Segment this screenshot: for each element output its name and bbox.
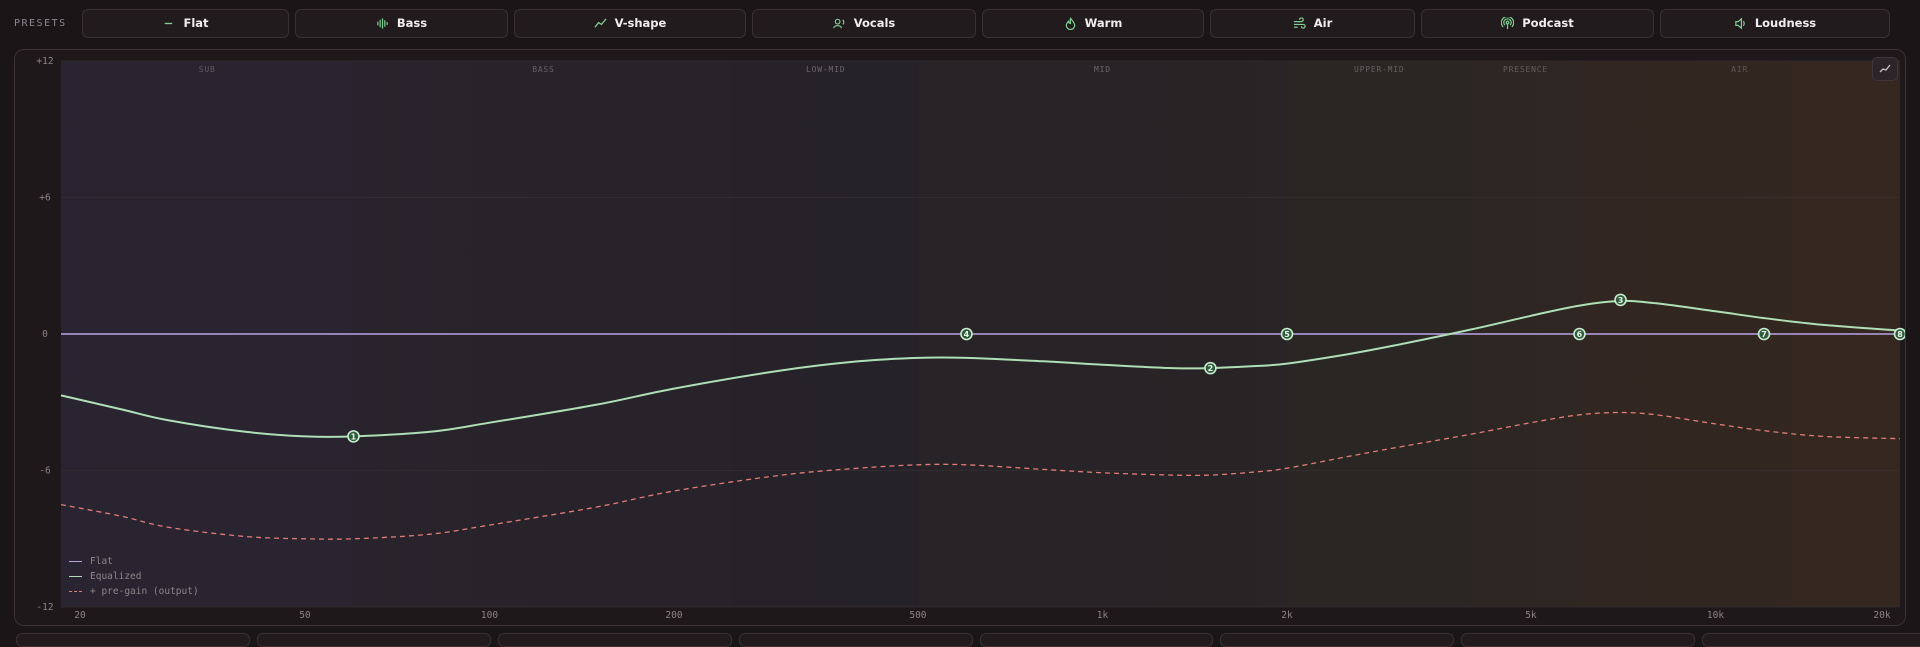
eq-node-label: 4 [964,330,970,339]
voice-icon [833,18,845,28]
flame-icon [1065,16,1075,30]
preset-list: Flat Bass V-shape Vocals Warm Air Podcast Loudn… [82,8,1920,38]
bottom-control[interactable] [1461,633,1696,647]
eq-node-label: 1 [351,432,357,441]
eq-node-2[interactable]: 2 [1204,361,1217,375]
eq-node-handle[interactable] [960,327,973,341]
eq-graph[interactable]: SUBBASSLOW-MIDMIDUPPER-MIDPRESENCEAIR+12… [15,50,1906,626]
eq-node-label: 7 [1761,330,1767,339]
trend-icon [594,17,607,28]
preset-bar: PRESETS Flat Bass V-shape Vocals Warm Air Podc… [0,0,1920,46]
podcast-icon [1501,16,1515,29]
x-tick-label: 200 [665,610,682,621]
eq-node-label: 5 [1284,330,1290,339]
preset-button-warm[interactable]: Warm [982,8,1204,38]
preset-button-flat[interactable]: Flat [82,8,289,38]
graph-toggle-button[interactable] [1872,57,1898,81]
eq-node-handle[interactable] [1893,327,1906,341]
preset-button-label: Loudness [1754,16,1817,30]
bottom-controls-strip [0,633,1920,647]
legend-swatch [69,561,82,562]
legend-item: + pre-gain (output) [69,584,199,599]
eq-node-6[interactable]: 6 [1573,327,1586,341]
output-curve [60,411,1901,540]
presets-label: PRESETS [14,17,67,29]
preset-button-label: Warm [1084,16,1123,30]
preset-button-vocals[interactable]: Vocals [752,8,976,38]
eq-node-7[interactable]: 7 [1757,327,1771,341]
preset-button-label: Podcast [1522,16,1574,30]
x-tick-label: 5k [1525,610,1537,621]
x-tick-label: 50 [299,610,311,621]
x-tick-label: 100 [481,610,498,621]
eq-node-handle[interactable] [1280,327,1294,341]
preset-button-bass[interactable]: Bass [295,8,508,38]
legend-swatch [69,591,82,592]
bottom-control[interactable] [16,633,250,647]
eq-node-5[interactable]: 5 [1280,327,1294,341]
eq-node-handle[interactable] [1573,327,1586,341]
preset-button-label: Air [1313,16,1333,30]
legend-swatch [69,576,82,577]
eq-node-3[interactable]: 3 [1614,293,1627,307]
trend-icon [1879,64,1891,73]
preset-button-label: Vocals [853,16,896,30]
speaker-icon [1735,17,1745,29]
eq-node-4[interactable]: 4 [960,327,973,341]
legend-item: Equalized [69,569,199,584]
eq-node-handle[interactable] [1204,361,1217,375]
preset-button-label: Bass [396,16,428,30]
x-tick-label: 2k [1281,610,1293,621]
preset-button-label: V-shape [614,16,667,30]
x-tick-label: 500 [909,610,926,621]
preset-button-v-shape[interactable]: V-shape [514,8,746,38]
eq-node-label: 3 [1618,296,1624,305]
x-tick-label: 20 [74,610,86,621]
eq-node-1[interactable]: 1 [347,430,360,443]
bottom-control[interactable] [256,633,491,647]
legend: Flat Equalized + pre-gain (output) [69,554,199,599]
eq-node-handle[interactable] [347,430,360,443]
y-tick-label: -6 [39,466,51,477]
eq-node-label: 2 [1208,364,1214,373]
bottom-control[interactable] [1220,633,1455,647]
y-tick-label: 0 [42,329,48,340]
bottom-control[interactable] [497,633,732,647]
bottom-control[interactable] [738,633,973,647]
x-tick-label: 1k [1097,610,1109,621]
x-tick-label: 10k [1707,610,1724,621]
bottom-control[interactable] [979,633,1214,647]
preset-button-air[interactable]: Air [1210,8,1415,38]
preset-button-podcast[interactable]: Podcast [1421,8,1654,38]
eq-node-handle[interactable] [1614,293,1627,307]
eq-graph-panel[interactable]: SUBBASSLOW-MIDMIDUPPER-MIDPRESENCEAIR+12… [14,49,1906,626]
preset-button-label: Flat [183,16,209,30]
waveform-icon [377,17,388,29]
eq-node-8[interactable]: 8 [1893,327,1906,341]
x-tick-label: 20k [1873,610,1890,621]
y-tick-label: -12 [36,602,53,613]
wind-icon [1293,16,1306,29]
bottom-control[interactable] [1702,633,1920,647]
dash-icon [165,22,173,24]
eq-node-label: 6 [1577,330,1583,339]
y-tick-label: +6 [39,193,51,204]
legend-label: Equalized [90,571,142,582]
eq-node-label: 8 [1897,330,1903,339]
legend-item: Flat [69,554,199,569]
eq-node-handle[interactable] [1757,327,1771,341]
y-tick-label: +12 [36,56,53,67]
preset-button-loudness[interactable]: Loudness [1660,8,1890,38]
legend-label: + pre-gain (output) [90,586,199,597]
legend-label: Flat [90,556,113,567]
